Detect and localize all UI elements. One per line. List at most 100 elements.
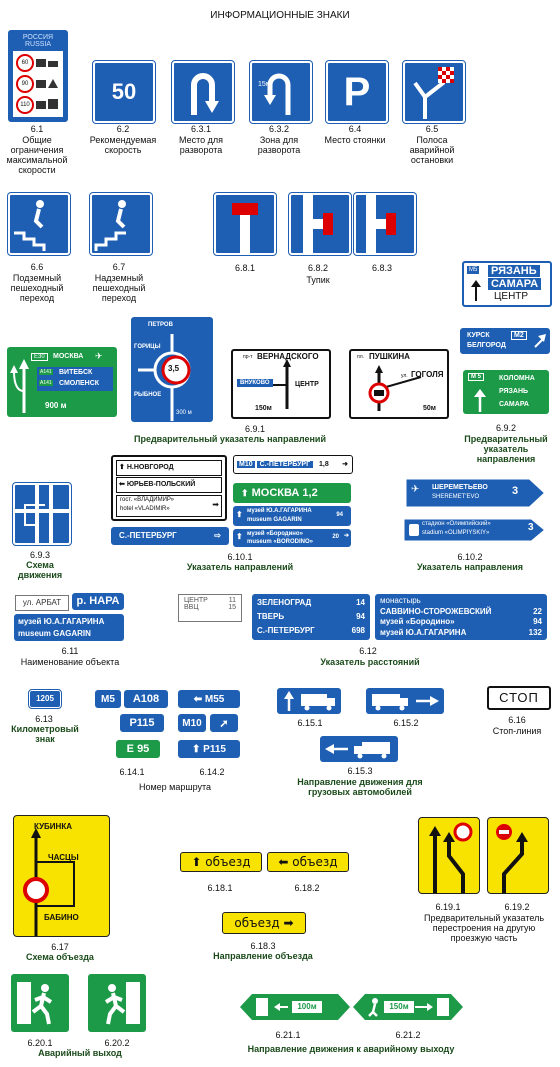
sign-6-3-2: 15м xyxy=(249,60,313,124)
lane-change-icon xyxy=(496,824,528,893)
city-label: САМАРА xyxy=(488,278,542,290)
caption-num: 6.16 xyxy=(508,715,526,725)
city-label: БЕЛГОРОД xyxy=(467,342,506,349)
arrow-up-icon xyxy=(474,389,486,412)
sign-6-10-1-green: ⬆ МОСКВА 1,2 xyxy=(233,483,351,503)
sign-6-1: РОССИЯ RUSSIA 60 90 110 xyxy=(8,30,68,122)
sign-6-9-2-c: M 5 КОЛОМНА РЯЗАНЬ САМАРА xyxy=(463,370,549,414)
distance-label: 150м xyxy=(255,405,272,412)
city-label: ГОРИЦЫ xyxy=(134,344,161,350)
caption-num: 6.3.1 xyxy=(190,124,212,134)
overpass-icon xyxy=(94,200,126,251)
place-label: ЗЕЛЕНОГРАД xyxy=(257,598,312,607)
sign-6-6 xyxy=(7,192,71,256)
detour-label: объезд xyxy=(205,855,251,869)
place-label: САВВИНО-СТОРОЖЕВСКИЙ xyxy=(380,606,492,616)
route-plate: ⬅ M55 xyxy=(178,690,240,708)
caption-num: 6.11 xyxy=(61,646,79,656)
caption-num: 6.8.3 xyxy=(371,263,393,273)
emergency-exit-icon xyxy=(17,982,53,1025)
museum-label: музей «Бородино» xyxy=(247,531,303,537)
dead-end-icon xyxy=(366,195,396,253)
city-label: САМАРА xyxy=(499,401,529,408)
sign-6-18-3: объезд ➡ xyxy=(222,912,306,934)
caption-num: 6.4 xyxy=(348,124,362,134)
city-label: ВЕРНАДСКОГО xyxy=(257,352,319,361)
zone-distance: 15м xyxy=(258,81,271,88)
dead-end-icon xyxy=(303,195,333,253)
route-badge: M10 xyxy=(237,461,255,468)
group-caption: Схема объезда xyxy=(26,952,94,962)
caption: Стоп-линия xyxy=(492,726,542,736)
underpass-icon xyxy=(14,200,46,251)
group-caption: Километровый знак xyxy=(11,724,79,744)
caption: Подземный пешеходный переход xyxy=(10,273,64,303)
sign-6-11-museum: музей Ю.А.ГАГАРИНА museum GAGARIN xyxy=(14,614,124,641)
traffic-scheme-icon xyxy=(15,485,69,543)
distance-label: 900 м xyxy=(45,401,67,410)
distance-label: 698 xyxy=(351,626,365,635)
page-title: ИНФОРМАЦИОННЫЕ ЗНАКИ xyxy=(210,10,350,21)
distance-label: 94 xyxy=(336,512,343,518)
arrow-right-icon: ➡ xyxy=(212,500,219,509)
caption-num: 6.12 xyxy=(359,646,377,656)
caption-num: 6.9.2 xyxy=(495,423,517,433)
truck-left-icon xyxy=(325,742,390,759)
sign-6-9-3 xyxy=(12,482,72,546)
sign-6-20-2 xyxy=(88,974,146,1032)
stadium-label: stadium «OLIMPIYSKIY» xyxy=(422,530,490,536)
sign-6-9-2-a: M5 РЯЗАНЬ САМАРА ЦЕНТР xyxy=(462,261,552,307)
sign-6-8-3 xyxy=(353,192,417,256)
arrow-up-right-icon: ➚ xyxy=(210,714,238,732)
caption-num: 6.7 xyxy=(112,262,126,272)
sign-6-8-2 xyxy=(288,192,352,256)
distance-label: 150м xyxy=(384,1001,414,1013)
sign-6-4: P xyxy=(325,60,389,124)
city-label: ГОГОЛЯ xyxy=(411,370,444,379)
route-plate: P115 xyxy=(120,714,164,732)
city-label: ЦЕНТР xyxy=(295,381,319,388)
truck-up-icon xyxy=(284,691,335,711)
route-badge: E30 xyxy=(31,353,48,361)
caption: Зона для разворота xyxy=(257,135,301,155)
distance-label: 300 м xyxy=(176,410,192,416)
caption-num: 6.21.1 xyxy=(275,1030,301,1040)
arrow-right-icon: ⇨ xyxy=(214,531,221,540)
group-caption: Указатель направления xyxy=(416,562,524,572)
stadium-label: стадион «Олимпийский» xyxy=(422,521,491,527)
u-turn-icon xyxy=(191,73,219,115)
caption-num: 6.19.2 xyxy=(504,902,530,912)
distance-label: 3 xyxy=(512,485,519,497)
caption: Номер маршрута xyxy=(138,782,212,792)
sign-6-5 xyxy=(402,60,466,124)
limits-panel: 60 90 110 xyxy=(13,51,63,117)
city-label: КОЛОМНА xyxy=(499,375,535,382)
caption-num: 6.3.2 xyxy=(268,124,290,134)
limit-circle: 110 xyxy=(16,96,34,114)
caption-num: 6.5 xyxy=(425,124,439,134)
airport-icon: ✈ xyxy=(411,484,420,495)
group-caption: Указатель расстояний xyxy=(320,657,420,667)
sign-6-2: 50 xyxy=(92,60,156,124)
city-label: ЮРЬЕВ-ПОЛЬСКИЙ xyxy=(126,481,196,488)
city-label: Н.НОВГОРОД xyxy=(126,464,174,471)
group-caption: Предварительный указатель направления xyxy=(464,434,548,464)
detour-label: объезд xyxy=(234,916,280,930)
distance-label: 132 xyxy=(528,627,542,637)
sign-6-19-2 xyxy=(487,817,549,894)
caption-num: 6.9.1 xyxy=(244,424,266,434)
sign-6-11-street: ул. АРБАТ xyxy=(15,595,69,611)
distance-label: 100м xyxy=(292,1001,322,1013)
terrain-icons xyxy=(36,59,58,109)
place-label: музей Ю.А.ГАГАРИНА xyxy=(380,627,467,637)
caption-num: 6.10.1 xyxy=(227,552,253,562)
city-label: РЯЗАНЬ xyxy=(499,388,529,395)
sign-6-16: СТОП xyxy=(487,686,551,710)
arrow-up-right-icon xyxy=(534,334,546,348)
caption: Предварительный указатель перестроения н… xyxy=(423,913,545,943)
sign-6-9-1-c: пр-т ВЕРНАДСКОГО ВНУКОВО ЦЕНТР 150м xyxy=(231,349,331,419)
route-badge: M 5 xyxy=(468,373,485,381)
sign-6-10-1-white: ⬆ Н.НОВГОРОД ⬅ ЮРЬЕВ-ПОЛЬСКИЙ гост. «ВЛА… xyxy=(111,455,227,521)
group-caption: Схема движения xyxy=(17,560,63,580)
turn-right-icon xyxy=(368,365,422,411)
